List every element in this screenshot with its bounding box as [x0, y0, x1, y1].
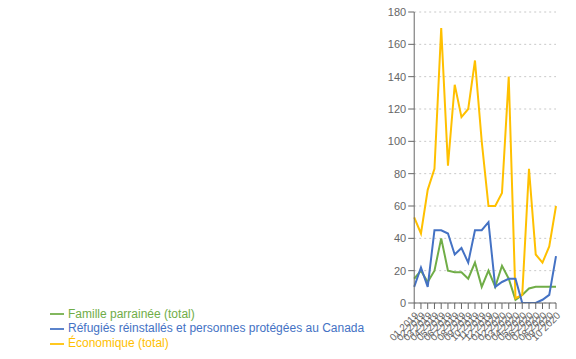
svg-text:160: 160: [388, 38, 406, 50]
html-text:Famille parrainée (total): Famille parrainée (total): [68, 306, 195, 321]
svg-text:100: 100: [388, 135, 406, 147]
svg-text:180: 180: [388, 6, 406, 18]
svg-text:60: 60: [394, 200, 406, 212]
svg-text:20: 20: [394, 265, 406, 277]
html-text:Réfugiés réinstallés et person: Réfugiés réinstallés et personnes protég…: [68, 321, 365, 336]
html-text:Économique (total): Économique (total): [68, 336, 169, 351]
svg-text:0: 0: [400, 297, 406, 309]
svg-text:40: 40: [394, 232, 406, 244]
svg-text:10 2020: 10 2020: [529, 309, 563, 343]
svg-text:140: 140: [388, 71, 406, 83]
svg-text:80: 80: [394, 168, 406, 180]
svg-text:120: 120: [388, 103, 406, 115]
